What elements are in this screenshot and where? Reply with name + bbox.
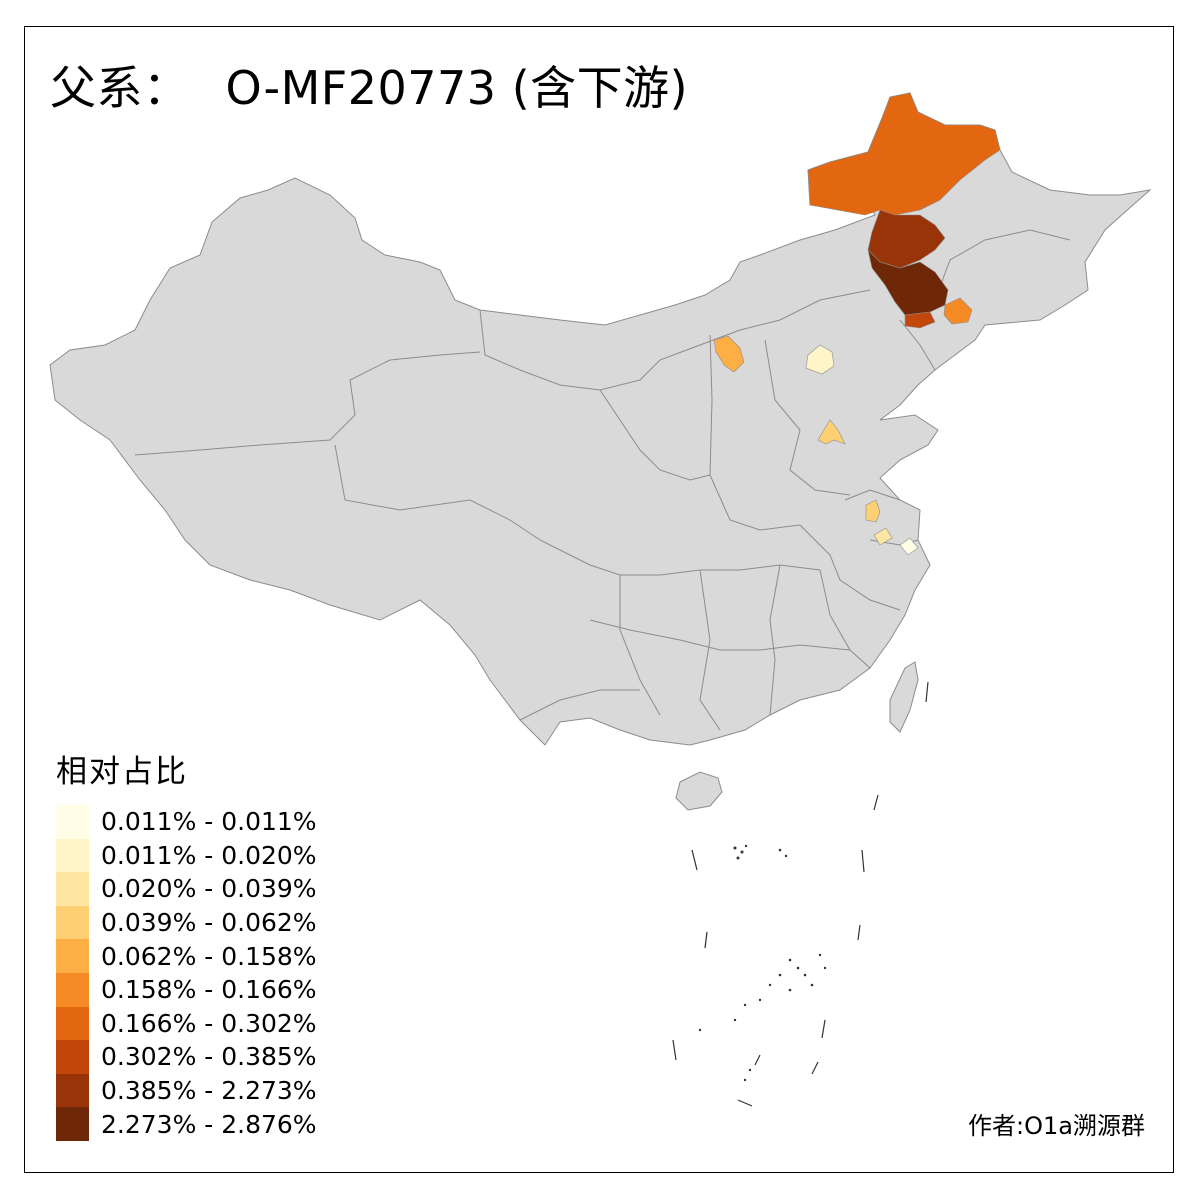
legend-label: 2.273% - 2.876% [101,1109,317,1139]
legend-item: 0.011% - 0.011% [56,805,317,839]
hainan-island [675,771,723,811]
title-haplogroup: O-MF20773 (含下游) [225,61,689,115]
south-china-sea-islands [672,681,929,1107]
region-shenyang [943,297,973,325]
legend-swatch [56,939,89,973]
legend-item: 0.020% - 0.039% [56,872,317,906]
legend-item: 0.385% - 2.273% [56,1073,317,1108]
legend-swatch [56,805,89,839]
region-yangzhou [865,499,881,523]
legend-swatch [56,1107,89,1141]
region-beijing [805,344,835,375]
legend-label: 0.011% - 0.020% [101,840,317,870]
legend-label: 0.302% - 0.385% [101,1042,317,1072]
region-nanjing [873,527,893,546]
taiwan-island [889,661,919,733]
legend-label: 0.039% - 0.062% [101,908,317,938]
legend-swatch [56,872,89,906]
region-hinggan [867,209,946,269]
author-credit: 作者:O1a溯源群 [968,1112,1145,1140]
province-borders [134,229,1071,731]
legend-label: 0.062% - 0.158% [101,941,317,971]
legend-label: 0.166% - 0.302% [101,1008,317,1038]
region-chifeng [904,311,936,329]
legend-label: 0.020% - 0.039% [101,874,317,904]
legend: 相对占比 0.011% - 0.011% 0.011% - 0.020% 0.020… [56,752,317,1141]
region-hulunbuir [807,92,1001,216]
legend-item: 0.166% - 0.302% [56,1006,317,1041]
legend-swatch [56,972,89,1007]
china-mainland [49,92,1152,746]
legend-item: 0.039% - 0.062% [56,905,317,940]
legend-item: 2.273% - 2.876% [56,1107,317,1141]
legend-title: 相对占比 [56,754,188,790]
legend-label: 0.385% - 2.273% [101,1076,317,1106]
legend-label: 0.158% - 0.166% [101,975,317,1005]
region-hohhot [713,335,745,373]
region-shanghai [899,537,919,556]
legend-item: 0.302% - 0.385% [56,1040,317,1074]
legend-swatch [56,838,89,873]
legend-swatch [56,1006,89,1041]
legend-swatch [56,1040,89,1074]
legend-swatch [56,1073,89,1108]
map-title: 父系： O-MF20773 (含下游) [50,58,688,118]
region-jinan [817,419,846,445]
legend-item: 0.158% - 0.166% [56,972,317,1007]
legend-item: 0.062% - 0.158% [56,939,317,973]
legend-items: 0.011% - 0.011% 0.011% - 0.020% 0.020% - 0… [56,805,317,1141]
island-dots [698,844,827,1082]
legend-item: 0.011% - 0.020% [56,838,317,873]
title-prefix: 父系： [50,61,190,115]
legend-swatch [56,905,89,940]
legend-label: 0.011% - 0.011% [101,807,317,837]
